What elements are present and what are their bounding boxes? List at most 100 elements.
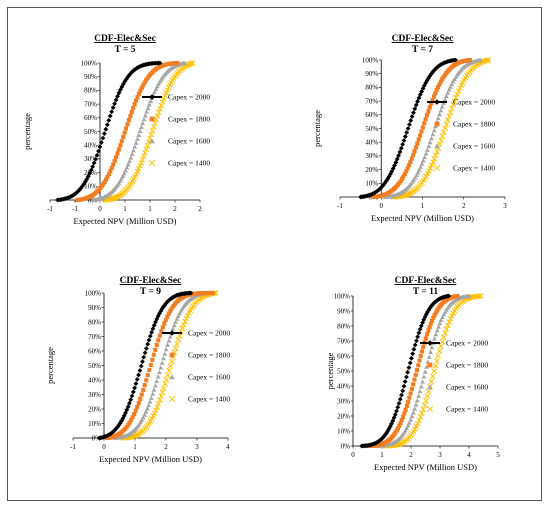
legend-label: Capex = 1800 — [168, 115, 210, 124]
x-tick-label: 1 — [421, 202, 425, 210]
legend-label: Capex = 2000 — [453, 98, 495, 107]
data-point — [140, 120, 146, 126]
data-point — [418, 164, 424, 169]
legend-marker — [427, 384, 433, 390]
data-point — [398, 178, 403, 183]
data-point — [100, 135, 106, 141]
data-point — [122, 79, 128, 84]
data-point — [455, 88, 462, 94]
data-point — [71, 192, 77, 198]
data-point — [431, 127, 437, 133]
y-tick-label: 0% — [92, 434, 102, 442]
data-point — [154, 113, 161, 119]
data-point — [163, 317, 168, 322]
x-tick-label: 3 — [195, 443, 199, 451]
data-point — [477, 293, 484, 299]
data-point — [416, 393, 422, 398]
data-point — [188, 290, 194, 296]
data-point — [139, 392, 144, 397]
data-point — [151, 322, 157, 328]
x-tick-label: 0 — [102, 443, 106, 451]
data-point — [159, 329, 164, 334]
data-point — [124, 126, 129, 131]
data-point — [115, 93, 120, 99]
data-point — [401, 414, 406, 419]
data-point — [163, 376, 170, 383]
data-point — [427, 165, 433, 171]
data-point — [154, 83, 160, 89]
series-diamond — [96, 290, 194, 441]
data-point — [415, 99, 420, 104]
data-point — [396, 153, 401, 158]
legend-item: Capex = 1400 — [148, 159, 210, 168]
data-point — [398, 145, 404, 151]
chart-subtitle: T = 5 — [114, 45, 135, 55]
data-point — [396, 400, 402, 406]
data-point — [90, 164, 96, 170]
data-point — [439, 104, 445, 109]
data-point — [157, 397, 163, 403]
y-tick-label: 70% — [365, 97, 378, 105]
data-point — [413, 372, 418, 377]
x-tick-label: 2 — [409, 451, 413, 459]
data-point — [116, 147, 121, 152]
data-point — [79, 183, 85, 189]
data-point — [441, 129, 447, 135]
data-point — [467, 57, 472, 63]
data-point — [421, 402, 428, 408]
y-tick-label: 40% — [84, 142, 97, 150]
legend-marker — [169, 330, 175, 336]
y-tick-label: 40% — [88, 376, 101, 384]
data-point — [84, 176, 90, 182]
data-point — [412, 426, 418, 432]
x-tick-label: -1 — [72, 205, 78, 213]
data-point — [432, 152, 439, 159]
data-point — [429, 135, 434, 141]
data-point — [449, 105, 455, 112]
data-point — [415, 170, 421, 175]
data-point — [476, 293, 482, 299]
data-point — [141, 354, 147, 360]
data-point — [154, 378, 160, 384]
data-point — [438, 108, 444, 113]
data-point — [426, 354, 432, 359]
y-tick-label: 90% — [88, 304, 101, 312]
x-tick-label: 2 — [173, 205, 177, 213]
chart-subtitle: T = 11 — [413, 287, 439, 297]
series-diamond — [358, 57, 458, 200]
data-point — [457, 85, 463, 91]
data-point — [147, 368, 152, 373]
data-point — [401, 383, 407, 389]
data-point — [454, 91, 461, 97]
data-point — [445, 90, 451, 95]
data-point — [431, 368, 437, 375]
series-square — [75, 60, 180, 203]
data-point — [145, 341, 151, 347]
data-point — [401, 174, 406, 179]
legend-item: Capex = 1600 — [427, 383, 488, 392]
x-tick-label: 3 — [438, 451, 442, 459]
data-point — [438, 79, 443, 84]
legend-label: Capex = 1400 — [168, 159, 210, 168]
data-point — [182, 318, 188, 325]
data-point — [404, 374, 409, 380]
data-point — [412, 106, 418, 112]
data-point — [91, 160, 97, 166]
data-point — [115, 424, 121, 430]
data-point — [390, 166, 396, 171]
data-point — [404, 403, 409, 408]
data-point — [395, 404, 401, 410]
data-point — [175, 313, 181, 318]
data-point — [138, 396, 143, 401]
legend-item: Capex = 1600 — [434, 142, 495, 151]
data-point — [138, 88, 143, 93]
series-square — [105, 290, 215, 441]
data-point — [173, 319, 179, 324]
y-tick-label: 100% — [85, 289, 102, 297]
data-point — [162, 93, 168, 99]
data-point — [159, 360, 165, 365]
data-point — [140, 415, 146, 420]
data-point — [127, 158, 132, 164]
data-point — [140, 153, 147, 159]
legend-item: Capex = 2000 — [420, 339, 488, 348]
